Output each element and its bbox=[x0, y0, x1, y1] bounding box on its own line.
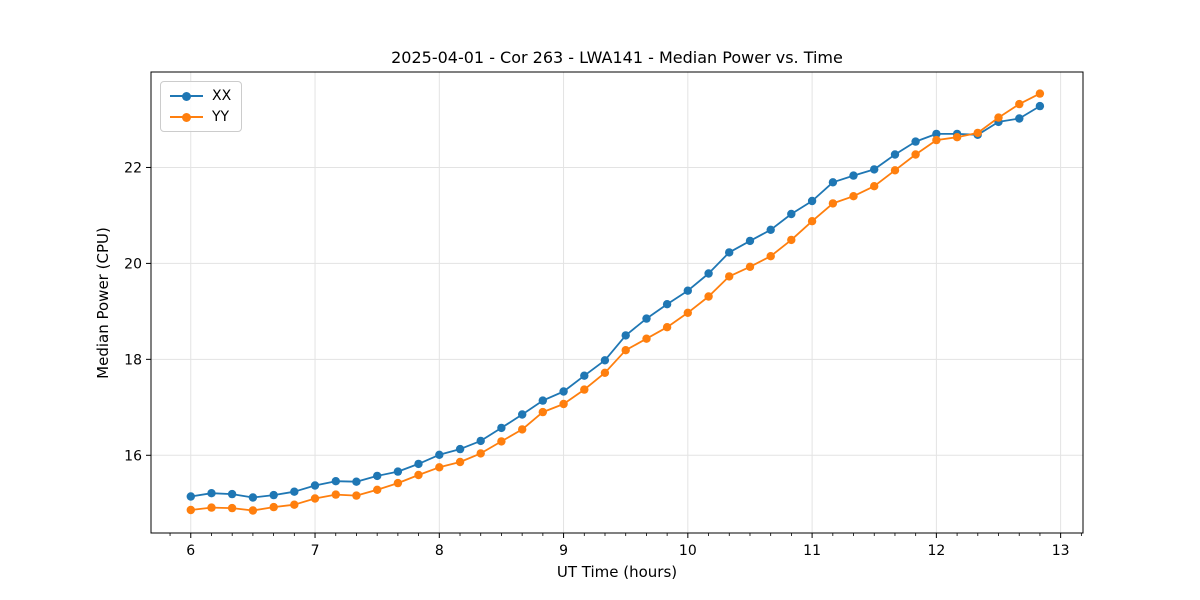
svg-text:7: 7 bbox=[311, 543, 320, 559]
series-marker-icon bbox=[182, 113, 191, 122]
svg-text:6: 6 bbox=[186, 543, 195, 559]
svg-text:22: 22 bbox=[124, 160, 142, 176]
svg-text:10: 10 bbox=[679, 543, 697, 559]
legend-sample-xx bbox=[170, 91, 203, 101]
svg-text:16: 16 bbox=[124, 448, 142, 464]
svg-text:9: 9 bbox=[559, 543, 568, 559]
legend-sample-yy bbox=[170, 112, 203, 122]
legend-label-yy: YY bbox=[212, 109, 230, 125]
svg-text:20: 20 bbox=[124, 256, 142, 272]
svg-text:18: 18 bbox=[124, 352, 142, 368]
axis-ticks: 6 7 8 9 10 11 12 13 16 18 20 22 bbox=[124, 160, 1082, 559]
svg-text:8: 8 bbox=[435, 543, 444, 559]
gridlines bbox=[151, 72, 1083, 533]
chart-title: 2025-04-01 - Cor 263 - LWA141 - Median P… bbox=[391, 48, 843, 67]
plot-area-border bbox=[150, 71, 1084, 534]
series-marker-icon bbox=[182, 92, 191, 101]
legend-label-xx: XX bbox=[212, 88, 232, 104]
legend-item-yy: YY bbox=[170, 110, 231, 124]
y-axis-label: Median Power (CPU) bbox=[94, 227, 112, 379]
legend: XX YY bbox=[160, 81, 243, 132]
legend-item-xx: XX bbox=[170, 89, 231, 103]
svg-text:13: 13 bbox=[1052, 543, 1070, 559]
svg-text:11: 11 bbox=[803, 543, 821, 559]
data-series bbox=[186, 89, 1045, 515]
svg-text:12: 12 bbox=[927, 543, 945, 559]
x-axis-label: UT Time (hours) bbox=[557, 563, 677, 581]
